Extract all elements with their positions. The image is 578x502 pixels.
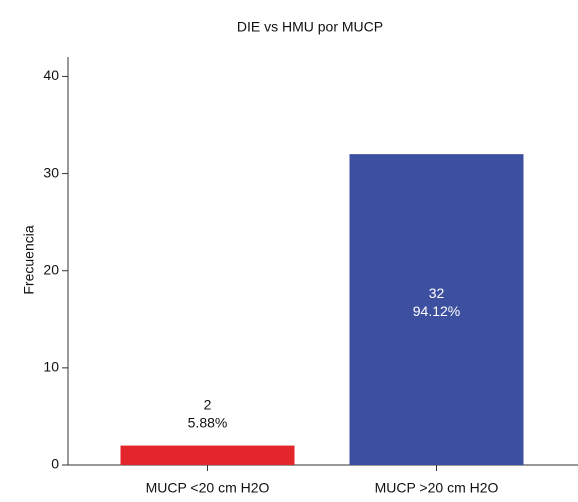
chart-title: DIE vs HMU por MUCP	[237, 19, 383, 35]
y-tick-label: 40	[43, 67, 59, 83]
y-tick-label: 30	[43, 164, 59, 180]
y-tick-label: 10	[43, 359, 59, 375]
bar	[120, 445, 295, 465]
percent-label: 94.12%	[413, 303, 460, 319]
percent-label: 5.88%	[188, 414, 228, 430]
value-label: 2	[204, 396, 212, 412]
value-label: 32	[429, 285, 445, 301]
x-tick-label: MUCP <20 cm H2O	[146, 480, 270, 496]
y-tick-label: 20	[43, 261, 59, 277]
y-tick-label: 0	[51, 456, 59, 472]
bar	[349, 154, 524, 465]
x-tick-label: MUCP >20 cm H2O	[375, 480, 499, 496]
y-axis-label: Frecuencia	[21, 225, 37, 294]
